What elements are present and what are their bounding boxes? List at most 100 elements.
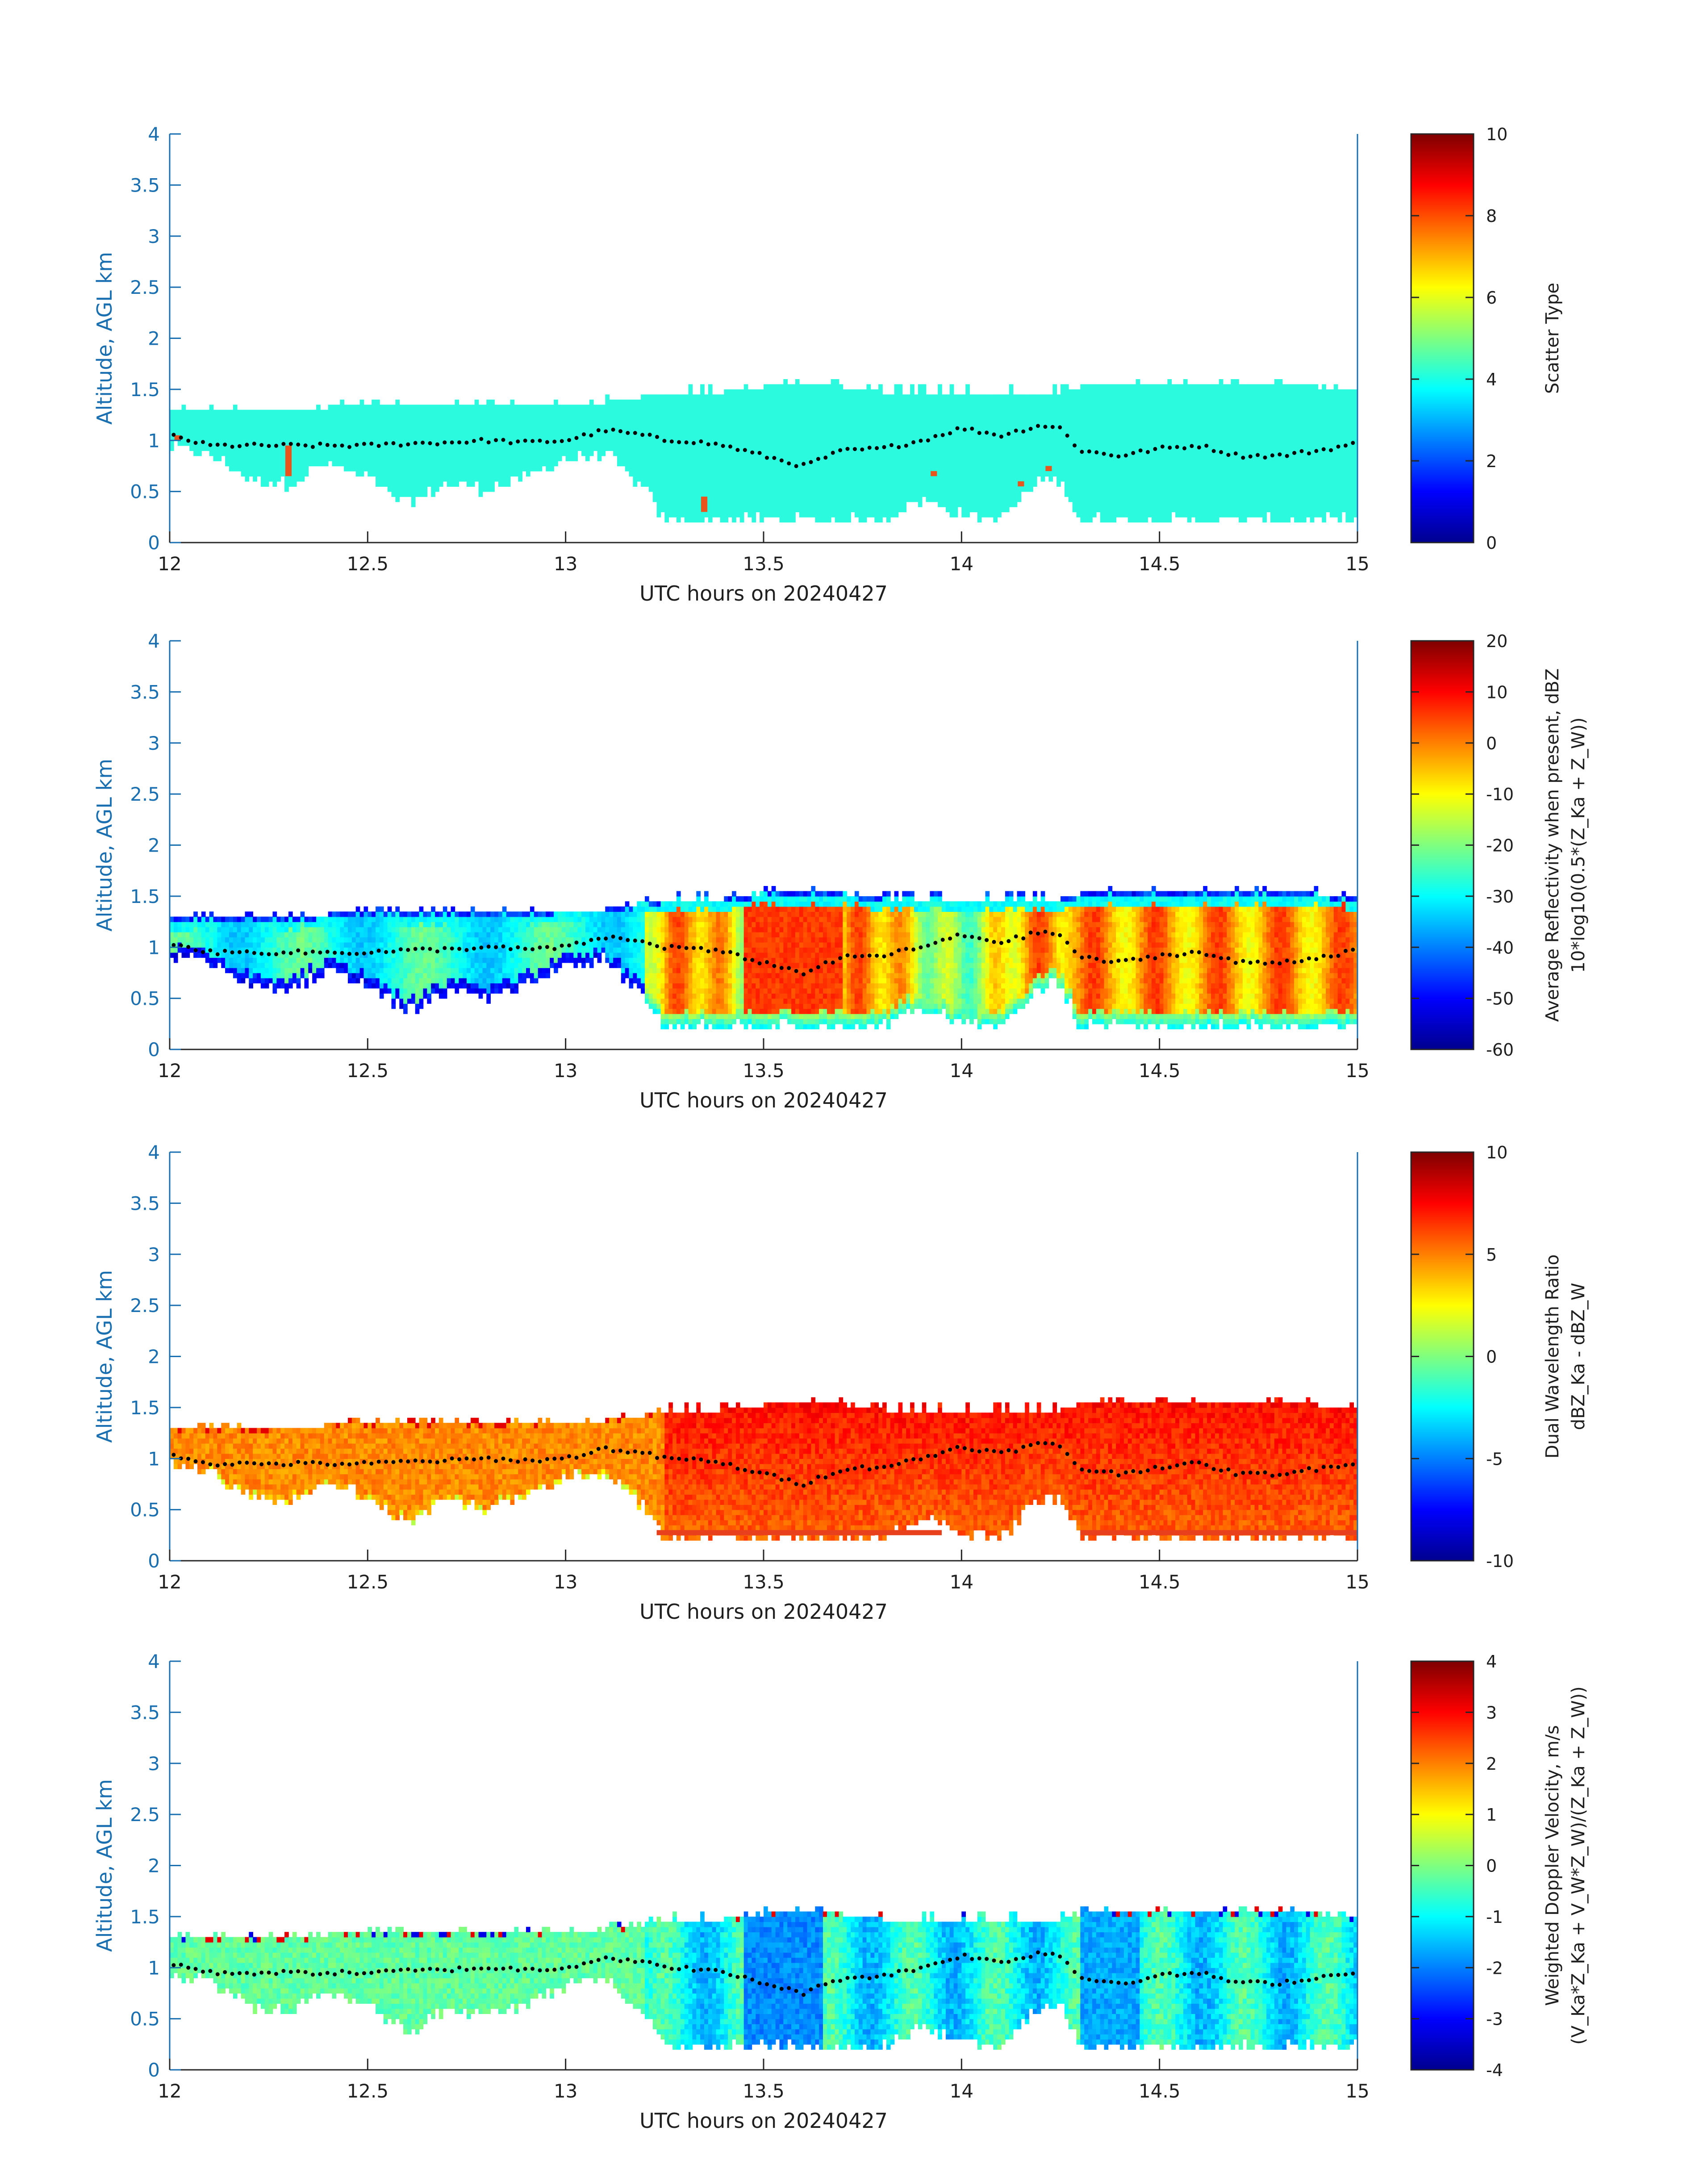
heatmap-cell — [451, 481, 455, 487]
heatmap-cell — [847, 400, 851, 405]
heatmap-cell — [467, 466, 471, 471]
heatmap-cell — [1025, 466, 1029, 471]
heatmap-cell — [1148, 430, 1152, 435]
heatmap-cell — [1124, 471, 1128, 476]
heatmap-cell — [514, 425, 518, 430]
heatmap-cell — [645, 440, 649, 446]
heatmap-cell — [1100, 512, 1105, 517]
heatmap-cell — [874, 425, 879, 430]
heatmap-cell — [1037, 394, 1041, 400]
heatmap-cell — [1116, 425, 1120, 430]
heatmap-cell — [894, 471, 899, 476]
heatmap-cell — [867, 461, 871, 466]
heatmap-cell — [768, 389, 772, 395]
heatmap-cell — [668, 492, 673, 497]
heatmap-cell — [815, 466, 819, 471]
heatmap-cell — [451, 451, 455, 456]
heatmap-cell — [768, 492, 772, 497]
heatmap-cell — [986, 486, 990, 492]
heatmap-cell — [328, 451, 333, 456]
heatmap-cell — [1052, 389, 1057, 395]
heatmap-cell — [645, 420, 649, 426]
heatmap-cell — [467, 420, 471, 426]
heatmap-cell — [863, 471, 867, 476]
heatmap-cell — [1160, 507, 1164, 512]
heatmap-cell — [1092, 481, 1097, 487]
heatmap-cell — [689, 512, 693, 517]
heatmap-cell — [958, 394, 962, 400]
heatmap-cell — [1152, 492, 1156, 497]
heatmap-cell — [764, 425, 768, 430]
heatmap-cell — [855, 400, 859, 405]
heatmap-cell — [1187, 405, 1192, 410]
heatmap-cell — [783, 481, 788, 487]
heatmap-cell — [237, 415, 242, 420]
heatmap-cell — [981, 415, 986, 420]
heatmap-cell — [1069, 420, 1073, 426]
heatmap-cell — [1065, 451, 1069, 456]
heatmap-cell — [403, 446, 408, 451]
heatmap-cell — [720, 466, 725, 471]
heatmap-cell — [657, 471, 661, 476]
heatmap-cell — [483, 430, 487, 435]
heatmap-cell — [807, 476, 812, 481]
heatmap-cell — [384, 476, 388, 481]
heatmap-cell — [847, 451, 851, 456]
heatmap-cell — [451, 430, 455, 435]
heatmap-cell — [1037, 446, 1041, 451]
heatmap-cell — [958, 502, 962, 507]
heatmap-cell — [926, 405, 931, 410]
heatmap-cell — [657, 405, 661, 410]
heatmap-cell — [724, 389, 728, 395]
heatmap-cell — [1013, 410, 1018, 415]
heatmap-cell — [914, 420, 919, 426]
heatmap-cell — [1160, 486, 1164, 492]
heatmap-cell — [1013, 420, 1018, 426]
heatmap-cell — [312, 430, 317, 435]
heatmap-cell — [1112, 446, 1116, 451]
heatmap-cell — [1048, 456, 1053, 461]
heatmap-cell — [1171, 456, 1176, 461]
heatmap-cell — [744, 430, 748, 435]
heatmap-cell — [1112, 471, 1116, 476]
heatmap-cell — [890, 486, 895, 492]
heatmap-cell — [827, 446, 831, 451]
heatmap-cell — [855, 394, 859, 400]
heatmap-cell — [807, 466, 812, 471]
heatmap-cell — [356, 410, 360, 415]
heatmap-cell — [811, 389, 815, 395]
heatmap-cell — [249, 430, 253, 435]
heatmap-cell — [882, 497, 887, 502]
heatmap-cell — [1009, 405, 1014, 410]
heatmap-cell — [486, 415, 491, 420]
heatmap-cell — [486, 446, 491, 451]
heatmap-cell — [1167, 425, 1172, 430]
heatmap-cell — [677, 405, 681, 410]
heatmap-cell — [867, 451, 871, 456]
heatmap-cell — [981, 410, 986, 415]
heatmap-cell — [427, 456, 431, 461]
heatmap-cell — [973, 435, 978, 441]
heatmap-cell — [716, 451, 721, 456]
heatmap-cell — [807, 405, 812, 410]
heatmap-cell — [1080, 405, 1085, 410]
heatmap-cell — [284, 415, 289, 420]
heatmap-cell — [1116, 435, 1120, 441]
heatmap-cell — [756, 471, 760, 476]
heatmap-cell — [685, 466, 689, 471]
heatmap-cell — [993, 471, 998, 476]
heatmap-cell — [712, 507, 717, 512]
heatmap-cell — [376, 461, 380, 466]
heatmap-cell — [843, 492, 847, 497]
heatmap-cell — [324, 410, 329, 415]
heatmap-cell — [1077, 466, 1081, 471]
heatmap-cell — [570, 410, 574, 415]
heatmap-cell — [712, 430, 717, 435]
heatmap-cell — [601, 420, 606, 426]
heatmap-cell — [843, 425, 847, 430]
heatmap-cell — [696, 420, 701, 426]
heatmap-cell — [1069, 497, 1073, 502]
heatmap-cell — [340, 430, 344, 435]
heatmap-cell — [689, 466, 693, 471]
heatmap-cell — [930, 425, 934, 430]
